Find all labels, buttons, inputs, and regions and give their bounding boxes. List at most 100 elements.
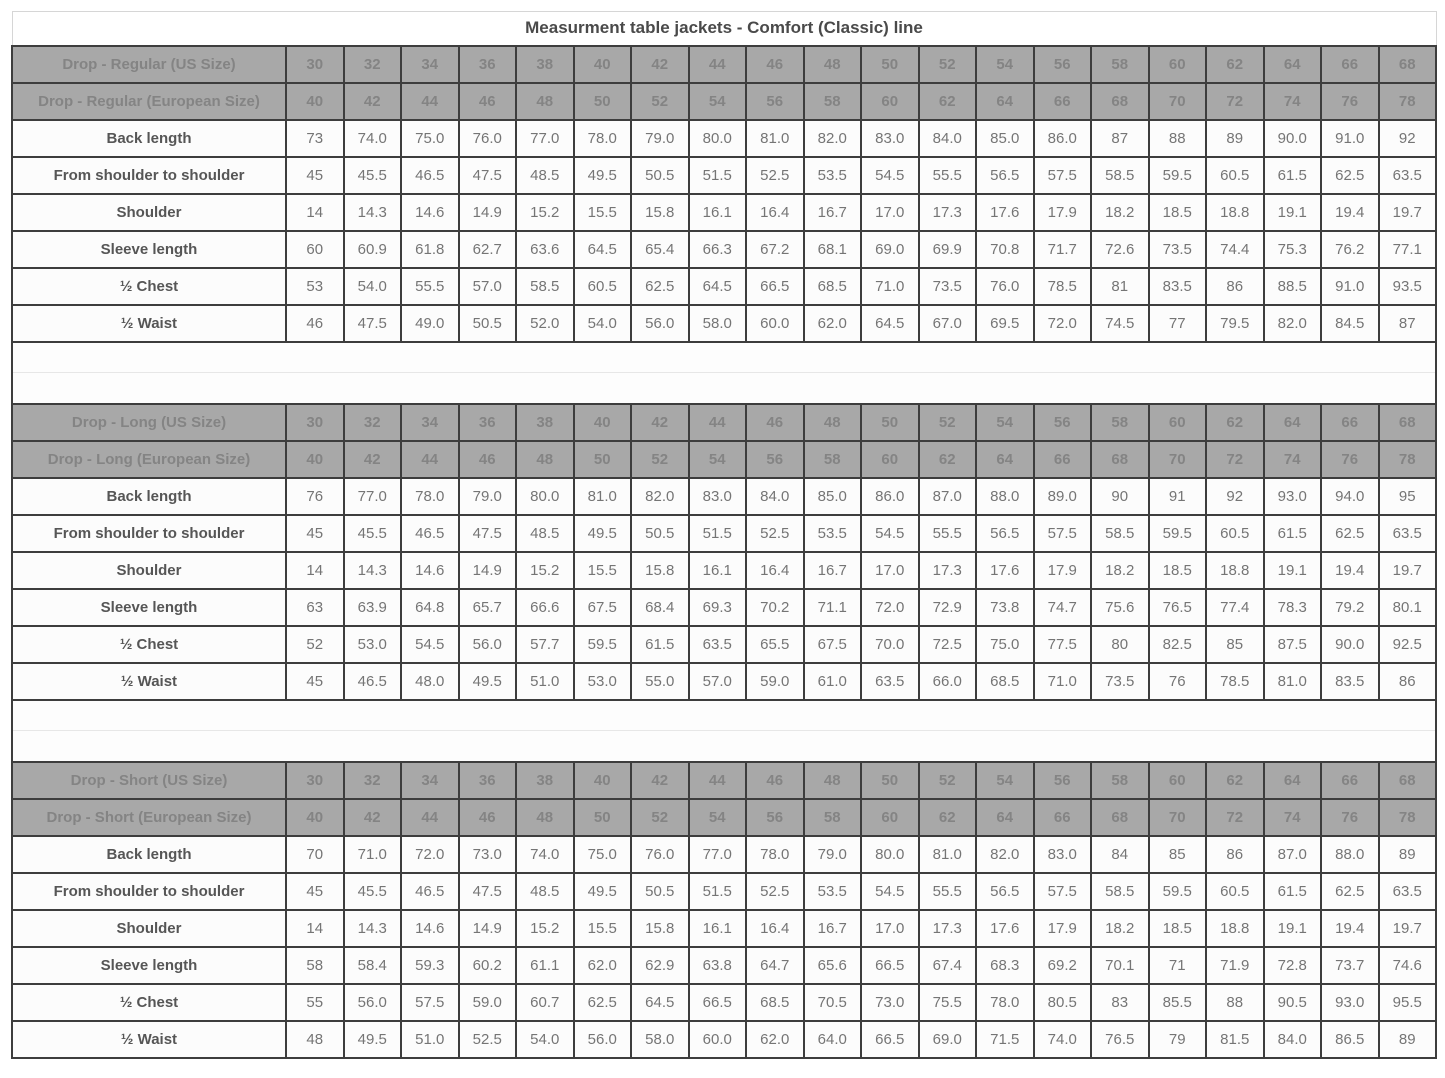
- value-cell: 15.5: [572, 908, 632, 948]
- size-header-row-eu: Drop - Short (European Size) 40 42 44 46 48 50…: [11, 797, 1437, 837]
- value-cell: 76.0: [975, 266, 1035, 306]
- value-cell: 80.1: [1377, 587, 1437, 627]
- value-cell: 17.0: [860, 550, 920, 590]
- value-cell: 54.5: [860, 871, 920, 911]
- value-cell: 63: [285, 587, 345, 627]
- value-cell: 19.1: [1262, 192, 1322, 232]
- size-header-cell: 66: [1320, 44, 1380, 84]
- value-cell: 49.5: [572, 155, 632, 195]
- size-header-cell: 78: [1377, 797, 1437, 837]
- value-cell: 75.0: [400, 118, 460, 158]
- value-cell: 93.0: [1262, 476, 1322, 516]
- value-cell: 55.5: [917, 513, 977, 553]
- value-cell: 81.0: [745, 118, 805, 158]
- value-cell: 79: [1147, 1019, 1207, 1059]
- value-cell: 16.7: [802, 550, 862, 590]
- value-cell: 88: [1205, 982, 1265, 1022]
- value-cell: 81: [1090, 266, 1150, 306]
- size-header-cell: 72: [1205, 439, 1265, 479]
- size-header-cell: 36: [457, 44, 517, 84]
- size-header-row-eu: Drop - Long (European Size) 40 42 44 46 48 50 5…: [11, 439, 1437, 479]
- value-cell: 54.5: [860, 513, 920, 553]
- spacer-row: [11, 699, 1437, 731]
- value-cell: 73.0: [457, 834, 517, 874]
- row-label: Sleeve length: [11, 945, 287, 985]
- value-cell: 78.0: [745, 834, 805, 874]
- size-header-cell: 50: [572, 81, 632, 121]
- value-cell: 74.6: [1377, 945, 1437, 985]
- size-header-cell: 50: [572, 797, 632, 837]
- value-cell: 15.8: [630, 908, 690, 948]
- value-cell: 62.5: [572, 982, 632, 1022]
- value-cell: 66.5: [860, 945, 920, 985]
- value-cell: 89.0: [1032, 476, 1092, 516]
- section-header-label: Drop - Short (European Size): [11, 797, 287, 837]
- value-cell: 16.1: [687, 908, 747, 948]
- value-cell: 14.9: [457, 908, 517, 948]
- value-cell: 19.7: [1377, 908, 1437, 948]
- value-cell: 84.0: [745, 476, 805, 516]
- value-cell: 18.2: [1090, 192, 1150, 232]
- row-label: ½ Chest: [11, 982, 287, 1022]
- size-header-cell: 68: [1377, 760, 1437, 800]
- value-cell: 53.0: [342, 624, 402, 664]
- size-header-cell: 68: [1377, 44, 1437, 84]
- measurement-row: Sleeve length 63 63.9 64.8 65.7 66.6 67.5 68.4 6…: [11, 587, 1437, 627]
- measurement-row: Sleeve length 58 58.4 59.3 60.2 61.1 62.0 62.9 6…: [11, 945, 1437, 985]
- value-cell: 58.5: [515, 266, 575, 306]
- value-cell: 18.8: [1205, 550, 1265, 590]
- size-header-row-us: Drop - Regular (US Size) 30 32 34 36 38 40 42 44…: [11, 44, 1437, 84]
- value-cell: 63.6: [515, 229, 575, 269]
- value-cell: 84.0: [917, 118, 977, 158]
- page-title: Measurment table jackets - Comfort (Clas…: [11, 11, 1437, 46]
- size-header-cell: 54: [975, 402, 1035, 442]
- value-cell: 61.0: [802, 661, 862, 701]
- section-header-label: Drop - Regular (US Size): [11, 44, 287, 84]
- value-cell: 71.1: [802, 587, 862, 627]
- value-cell: 91: [1147, 476, 1207, 516]
- value-cell: 58.4: [342, 945, 402, 985]
- spacer-cell: [11, 341, 1437, 373]
- value-cell: 51.0: [515, 661, 575, 701]
- value-cell: 63.5: [687, 624, 747, 664]
- size-header-cell: 74: [1262, 439, 1322, 479]
- value-cell: 69.0: [860, 229, 920, 269]
- size-header-cell: 40: [285, 81, 345, 121]
- value-cell: 79.0: [630, 118, 690, 158]
- size-header-cell: 62: [917, 797, 977, 837]
- value-cell: 52: [285, 624, 345, 664]
- measurement-row: From shoulder to shoulder 45 45.5 46.5 47.5 4…: [11, 155, 1437, 195]
- value-cell: 54.0: [572, 303, 632, 343]
- measurement-row: Shoulder 14 14.3 14.6 14.9 15.2 15.5 15.8 16.1 16…: [11, 192, 1437, 232]
- value-cell: 63.9: [342, 587, 402, 627]
- size-header-cell: 58: [802, 81, 862, 121]
- value-cell: 65.6: [802, 945, 862, 985]
- value-cell: 89: [1377, 834, 1437, 874]
- measurement-row: ½ Waist 46 47.5 49.0 50.5 52.0 54.0 56.0 58.0 60.…: [11, 303, 1437, 343]
- value-cell: 56.0: [457, 624, 517, 664]
- value-cell: 68.4: [630, 587, 690, 627]
- value-cell: 46.5: [400, 155, 460, 195]
- value-cell: 14.9: [457, 192, 517, 232]
- size-header-cell: 56: [1032, 760, 1092, 800]
- value-cell: 17.6: [975, 908, 1035, 948]
- value-cell: 19.4: [1320, 192, 1380, 232]
- value-cell: 77.0: [515, 118, 575, 158]
- size-header-cell: 76: [1320, 81, 1380, 121]
- size-header-cell: 50: [572, 439, 632, 479]
- value-cell: 50.5: [630, 513, 690, 553]
- value-cell: 17.6: [975, 550, 1035, 590]
- value-cell: 45.5: [342, 155, 402, 195]
- value-cell: 61.1: [515, 945, 575, 985]
- value-cell: 56.0: [630, 303, 690, 343]
- value-cell: 87.5: [1262, 624, 1322, 664]
- size-header-cell: 54: [975, 44, 1035, 84]
- size-header-cell: 58: [802, 797, 862, 837]
- value-cell: 17.3: [917, 550, 977, 590]
- value-cell: 61.5: [630, 624, 690, 664]
- size-header-cell: 64: [975, 797, 1035, 837]
- value-cell: 68.5: [802, 266, 862, 306]
- value-cell: 62.5: [630, 266, 690, 306]
- measurement-row: ½ Waist 45 46.5 48.0 49.5 51.0 53.0 55.0 57.0 59.…: [11, 661, 1437, 701]
